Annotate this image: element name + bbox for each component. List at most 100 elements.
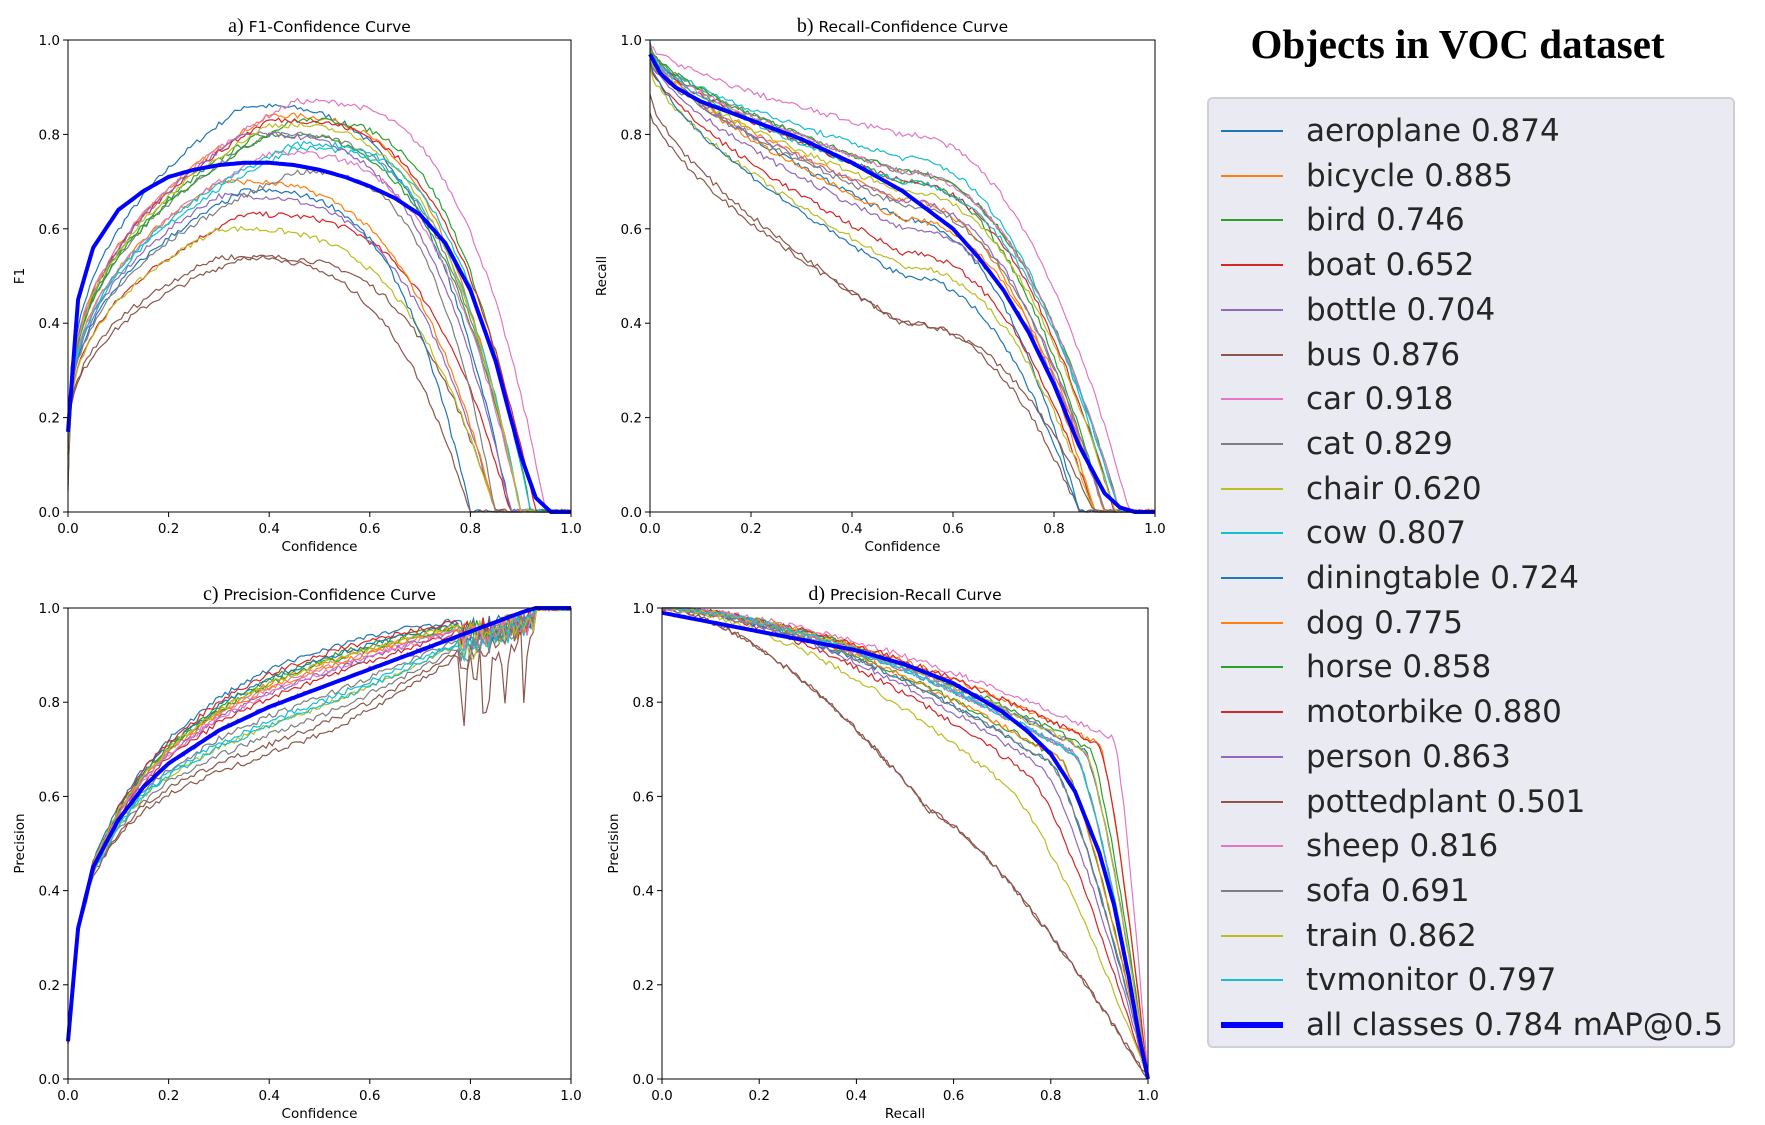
class-curve bbox=[67, 607, 571, 1040]
y-axis-label: Precision bbox=[12, 813, 28, 873]
y-tick-label: 1.0 bbox=[39, 601, 60, 617]
legend-swatch bbox=[1221, 398, 1283, 401]
x-tick-label: 0.2 bbox=[740, 521, 761, 537]
y-tick-label: 1.0 bbox=[621, 33, 642, 49]
x-tick-label: 0.2 bbox=[158, 1088, 179, 1104]
y-tick-label: 0.0 bbox=[39, 1072, 60, 1088]
class-curve bbox=[67, 117, 572, 513]
y-tick-label: 0.8 bbox=[39, 127, 60, 143]
legend-swatch bbox=[1221, 174, 1283, 177]
class-curve bbox=[67, 254, 572, 513]
class-curve bbox=[67, 210, 572, 513]
plot-frame bbox=[649, 39, 1156, 513]
x-tick-label: 0.4 bbox=[846, 1088, 867, 1104]
class-curve bbox=[661, 607, 1149, 1079]
legend-swatch bbox=[1221, 755, 1283, 758]
class-curve bbox=[67, 607, 572, 1043]
y-tick-label: 1.0 bbox=[633, 601, 654, 617]
y-tick-label: 0.2 bbox=[621, 411, 642, 427]
legend-label: dog 0.775 bbox=[1306, 604, 1463, 641]
class-curve bbox=[67, 130, 572, 513]
class-curve bbox=[649, 46, 1156, 513]
y-axis-label: F1 bbox=[12, 268, 28, 284]
legend-label: all classes 0.784 mAP@0.5 bbox=[1306, 1007, 1724, 1043]
x-tick-label: 0.2 bbox=[158, 521, 179, 537]
x-tick-label: 0.0 bbox=[639, 521, 660, 537]
legend-label: bus 0.876 bbox=[1306, 336, 1461, 373]
class-curve bbox=[67, 607, 572, 1042]
x-tick-label: 0.8 bbox=[460, 521, 481, 537]
x-tick-label: 0.0 bbox=[651, 1088, 672, 1104]
legend-item: dog 0.775 bbox=[1209, 603, 1733, 643]
chart-pr: 0.0 0.2 0.4 0.6 0.8 1.0 0.0 0.2 0.4 0.6 0.8 1.0 Reca… bbox=[606, 583, 1159, 1122]
x-tick-label: 0.6 bbox=[359, 521, 380, 537]
chart-title: d) Precision-Recall Curve bbox=[808, 583, 1001, 605]
class-curve bbox=[661, 607, 1149, 1077]
all-classes-curve bbox=[66, 606, 571, 1042]
class-curve bbox=[661, 607, 1149, 1080]
y-tick-label: 0.6 bbox=[633, 789, 654, 805]
class-curve bbox=[67, 607, 571, 1040]
legend-swatch bbox=[1221, 800, 1283, 803]
panel-letter: d) bbox=[808, 583, 825, 605]
legend-label: tvmonitor 0.797 bbox=[1306, 962, 1557, 999]
class-curves bbox=[67, 97, 572, 513]
class-curve bbox=[67, 607, 572, 1043]
class-curve bbox=[67, 103, 572, 513]
class-curve bbox=[649, 112, 1156, 513]
y-tick-label: 0.0 bbox=[39, 505, 60, 521]
class-curve bbox=[67, 150, 572, 513]
class-curves bbox=[67, 607, 572, 1045]
legend-label: bicycle 0.885 bbox=[1306, 157, 1514, 194]
legend-swatch bbox=[1221, 487, 1283, 490]
legend-swatch bbox=[1221, 711, 1283, 714]
legend-swatch bbox=[1221, 889, 1283, 892]
title-text: Precision-Confidence Curve bbox=[223, 586, 436, 604]
plot-frame bbox=[67, 39, 572, 513]
class-curve bbox=[67, 140, 571, 513]
legend-label: aeroplane 0.874 bbox=[1306, 113, 1560, 149]
class-curve bbox=[67, 607, 571, 1044]
legend-item: bus 0.876 bbox=[1209, 335, 1733, 375]
legend-swatch bbox=[1221, 845, 1283, 848]
y-axis-label: Precision bbox=[606, 813, 622, 873]
chart-title: c) Precision-Confidence Curve bbox=[203, 583, 436, 605]
legend-swatch bbox=[1221, 130, 1283, 132]
x-tick-label: 0.0 bbox=[57, 1088, 78, 1104]
x-tick-label: 0.4 bbox=[841, 521, 862, 537]
legend-item: aeroplane 0.874 bbox=[1209, 111, 1733, 151]
x-axis-label: Confidence bbox=[865, 539, 941, 555]
class-curve bbox=[67, 607, 571, 1039]
y-tick-label: 0.4 bbox=[39, 884, 60, 900]
class-curve bbox=[67, 607, 572, 1042]
legend-item: cow 0.807 bbox=[1209, 513, 1733, 553]
legend-label: bird 0.746 bbox=[1306, 202, 1465, 239]
x-tick-label: 0.8 bbox=[1040, 1088, 1061, 1104]
legend-swatch bbox=[1221, 308, 1283, 311]
title-text: F1-Confidence Curve bbox=[249, 18, 411, 36]
y-tick-label: 0.4 bbox=[39, 316, 60, 332]
y-tick-label: 0.6 bbox=[39, 222, 60, 238]
class-curve bbox=[649, 56, 1156, 513]
legend-item: sheep 0.816 bbox=[1209, 826, 1733, 866]
legend-swatch bbox=[1221, 264, 1283, 267]
x-tick-label: 0.8 bbox=[460, 1088, 481, 1104]
class-curve bbox=[67, 607, 571, 1043]
y-tick-label: 0.6 bbox=[39, 789, 60, 805]
chart-precision: 0.0 0.2 0.4 0.6 0.8 1.0 0.0 0.2 0.4 0.6 0.8 1.0 Conf… bbox=[12, 583, 582, 1122]
class-curve bbox=[649, 54, 1156, 513]
class-curve bbox=[67, 225, 571, 513]
all-classes-curve bbox=[648, 53, 1155, 514]
class-curve bbox=[662, 607, 1149, 1079]
class-curve bbox=[67, 117, 571, 513]
legend-title: Objects in VOC dataset bbox=[1250, 21, 1665, 67]
y-tick-label: 0.0 bbox=[633, 1072, 654, 1088]
y-tick-label: 0.0 bbox=[621, 505, 642, 521]
class-curve bbox=[67, 112, 572, 513]
chart-title: b) Recall-Confidence Curve bbox=[797, 15, 1008, 37]
legend-swatch bbox=[1221, 442, 1283, 445]
x-tick-label: 1.0 bbox=[560, 521, 581, 537]
y-tick-label: 1.0 bbox=[39, 33, 60, 49]
class-curve bbox=[649, 65, 1156, 513]
